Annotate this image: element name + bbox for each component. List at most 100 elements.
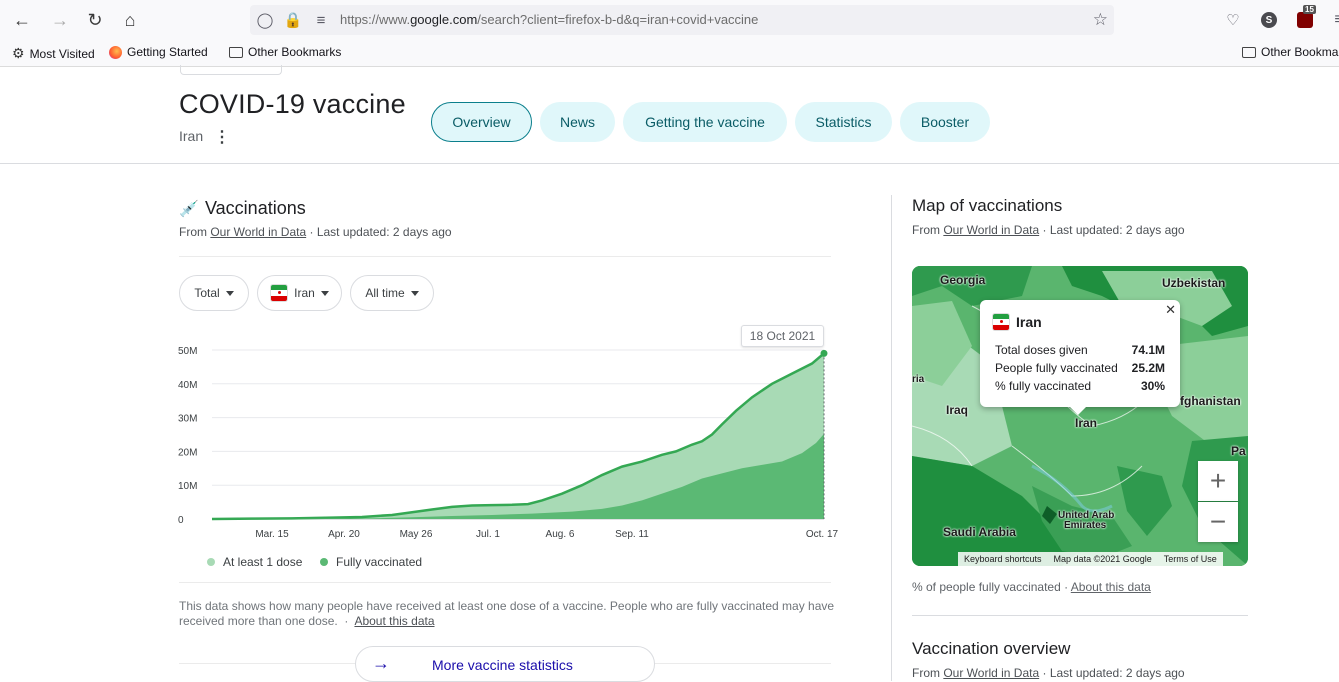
overview-source: From Our World in Data · Last updated: 2… [912, 666, 1185, 680]
gear-icon: ⚙ [12, 45, 25, 61]
iran-flag-icon [992, 313, 1010, 331]
y-tick-label: 10M [178, 481, 197, 492]
bookmark-star-icon[interactable]: ☆ [1092, 10, 1108, 29]
vaccinations-title: Vaccinations [205, 198, 306, 218]
data-note: This data shows how many people have rec… [179, 599, 835, 628]
lock-icon[interactable]: 🔒 [283, 12, 303, 29]
tab-getting-the-vaccine[interactable]: Getting the vaccine [623, 102, 787, 142]
url-text[interactable]: https://www.google.com/search?client=fir… [340, 12, 759, 27]
iran-flag-icon [270, 284, 289, 302]
x-tick-label: Oct. 17 [806, 529, 838, 540]
caret-down-icon [320, 290, 329, 296]
series-area-dose [212, 353, 824, 519]
divider [912, 615, 1248, 616]
tab-news[interactable]: News [540, 102, 615, 142]
map-label-emirates: Emirates [1064, 520, 1107, 531]
map-data-credit: Map data ©2021 Google [1053, 554, 1152, 564]
zoom-in-button[interactable]: + [1198, 461, 1238, 501]
y-tick-label: 40M [178, 380, 197, 391]
map-label-saudi-arabia: Saudi Arabia [943, 525, 1016, 539]
map-label-uae: United Arab [1058, 510, 1115, 521]
map-label-iraq: Iraq [946, 403, 969, 417]
map-info-popup: ✕ Iran Total doses given 74.1M People ful… [980, 300, 1180, 415]
close-icon[interactable]: ✕ [1165, 302, 1176, 317]
map-attribution: Keyboard shortcuts Map data ©2021 Google… [958, 552, 1223, 566]
country-dropdown[interactable]: Iran [257, 275, 342, 311]
tab-booster[interactable]: Booster [900, 102, 990, 142]
vaccination-chart[interactable]: 0 10M 20M 30M 40M 50M Mar. 15 Apr. 20 May 26 Jul.… [178, 322, 838, 547]
popup-row-total-doses: Total doses given 74.1M [995, 343, 1165, 357]
y-tick-label: 30M [178, 414, 197, 425]
back-icon[interactable]: ← [13, 9, 31, 30]
overview-title: Vaccination overview [912, 639, 1071, 658]
bookmark-getting-started[interactable]: Getting Started [109, 45, 208, 59]
folder-icon [229, 46, 243, 58]
about-data-link[interactable]: About this data [354, 614, 435, 628]
zoom-out-button[interactable]: − [1198, 502, 1238, 542]
more-stats-button[interactable]: → More vaccine statistics [355, 646, 655, 682]
series-area-full [212, 433, 824, 519]
page-header: COVID-19 vaccine Iran ⋮ Overview News Ge… [0, 65, 1339, 164]
source-link[interactable]: Our World in Data [943, 666, 1040, 680]
column-divider [891, 195, 892, 681]
caret-down-icon [410, 290, 419, 296]
divider [179, 256, 831, 257]
page-subtitle: Iran [179, 128, 204, 144]
map-label-afghanistan: fghanistan [1180, 394, 1241, 408]
metric-dropdown[interactable]: Total [179, 275, 249, 311]
account-icon[interactable]: S [1258, 9, 1280, 31]
x-tick-label: Sep. 11 [615, 529, 649, 540]
tab-overview[interactable]: Overview [431, 102, 532, 142]
source-link[interactable]: Our World in Data [943, 223, 1040, 237]
browser-toolbar: ← → ↻ ⌂ ◯ 🔒 ≡ https://www.google.com/sea… [0, 0, 1339, 40]
popup-row-percent: % fully vaccinated 30% [995, 379, 1165, 393]
cutoff-element [180, 65, 282, 75]
y-tick-label: 0 [178, 515, 184, 526]
shield-icon[interactable]: ◯ [256, 12, 274, 29]
map-title: Map of vaccinations [912, 196, 1063, 215]
map-label-pakistan: Pa [1231, 444, 1246, 458]
keyboard-shortcuts-link[interactable]: Keyboard shortcuts [964, 554, 1042, 564]
menu-icon[interactable]: ≡ [1328, 9, 1339, 31]
chart-hover-date: 18 Oct 2021 [741, 325, 824, 347]
map-footer: % of people fully vaccinated · About thi… [912, 580, 1151, 594]
bookmark-other[interactable]: Other Bookmarks [229, 45, 341, 59]
series-line-dose [211, 352, 825, 521]
tab-statistics[interactable]: Statistics [795, 102, 892, 142]
bookmarks-bar: ⚙ Most Visited Getting Started Other Book… [0, 40, 1339, 67]
legend-item-dose[interactable]: At least 1 dose [207, 555, 302, 569]
divider [179, 582, 831, 583]
map-source: From Our World in Data · Last updated: 2… [912, 223, 1185, 237]
permissions-icon[interactable]: ≡ [316, 11, 326, 29]
x-tick-label: May 26 [400, 529, 433, 540]
map-label-uzbekistan: Uzbekistan [1162, 276, 1226, 290]
legend-item-full[interactable]: Fully vaccinated [320, 555, 422, 569]
popup-country: Iran [1016, 314, 1042, 330]
x-tick-label: Apr. 20 [328, 529, 360, 540]
vaccinations-source: From Our World in Data · Last updated: 2… [179, 225, 452, 239]
vaccination-map[interactable]: Georgia Uzbekistan Iraq Iran fghanistan … [912, 266, 1248, 566]
more-options-icon[interactable]: ⋮ [214, 129, 230, 146]
y-tick-label: 50M [178, 346, 197, 357]
home-icon[interactable]: ⌂ [124, 9, 136, 30]
url-bar[interactable]: ◯ 🔒 ≡ https://www.google.com/search?clie… [250, 5, 1114, 35]
x-tick-label: Jul. 1 [476, 529, 500, 540]
bookmark-most-visited[interactable]: ⚙ Most Visited [12, 45, 95, 61]
terms-link[interactable]: Terms of Use [1163, 554, 1217, 564]
ublock-extension-icon[interactable]: 15 [1294, 5, 1316, 31]
hover-point [820, 349, 828, 357]
legend-dot [320, 558, 328, 566]
source-link[interactable]: Our World in Data [210, 225, 307, 239]
x-tick-label: Mar. 15 [255, 529, 289, 540]
range-dropdown[interactable]: All time [350, 275, 434, 311]
reload-icon[interactable]: ↻ [87, 9, 103, 30]
about-data-link[interactable]: About this data [1070, 580, 1151, 594]
popup-row-fully-vaccinated: People fully vaccinated 25.2M [995, 361, 1165, 375]
bookmark-other-right[interactable]: Other Bookmarks [1242, 45, 1339, 59]
arrow-right-icon: → [372, 653, 390, 673]
map-label-georgia: Georgia [940, 273, 986, 287]
y-tick-label: 20M [178, 447, 197, 458]
pocket-icon[interactable]: ♡ [1226, 12, 1240, 29]
forward-icon[interactable]: → [51, 9, 69, 30]
map-label-syria: ria [912, 374, 925, 385]
